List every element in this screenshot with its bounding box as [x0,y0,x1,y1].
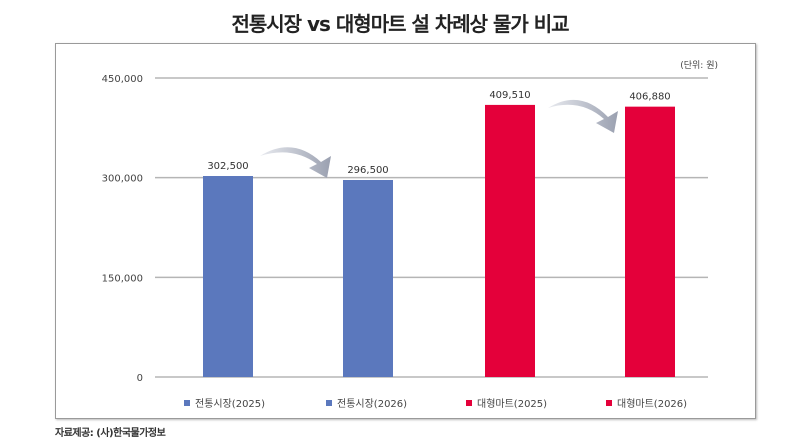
chart-frame [55,43,756,419]
legend-swatch [466,400,472,406]
unit-label: (단위: 원) [680,60,718,71]
bar [485,104,535,378]
y-tick-label: 150,000 [102,273,143,284]
legend-swatch [606,400,612,406]
bar [203,176,253,377]
data-label: 409,510 [489,90,530,101]
decrease-arrow-icon [260,147,331,178]
source-note: 자료제공: (사)한국물가정보 [55,428,166,439]
data-label: 302,500 [207,161,248,172]
chart-title: 전통시장 vs 대형마트 설 차례상 물가 비교 [231,12,569,36]
y-tick-label: 0 [137,373,143,384]
legend-label: 대형마트(2026) [617,398,687,410]
bar [343,179,393,377]
legend-label: 대형마트(2025) [477,398,547,410]
legend-label: 전통시장(2025) [195,398,265,410]
legend-swatch [326,400,332,406]
bar [625,106,675,377]
decrease-arrow-icon [548,99,618,133]
data-label: 296,500 [347,165,388,176]
y-tick-label: 450,000 [102,74,143,85]
legend-swatch [184,400,190,406]
data-label: 406,880 [629,92,670,103]
y-tick-label: 300,000 [102,174,143,185]
legend-label: 전통시장(2026) [337,398,407,410]
